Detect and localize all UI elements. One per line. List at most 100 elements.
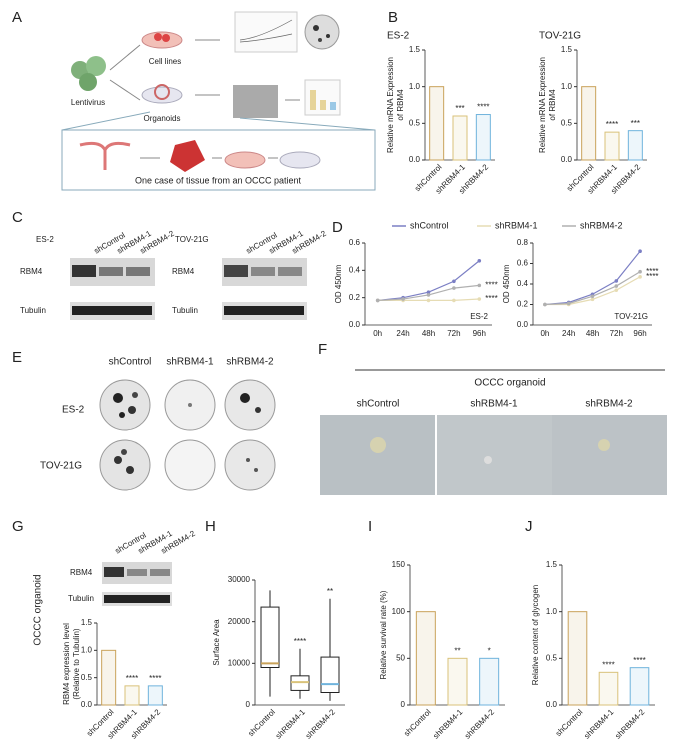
point: [638, 249, 642, 253]
y-tick-label: 0: [401, 700, 406, 709]
label: RBM4: [20, 267, 43, 276]
y-tick-label: 1.5: [409, 45, 421, 54]
panel-label: E: [12, 349, 22, 366]
chart-title: TOV-21G: [539, 31, 581, 42]
significance: ****: [606, 120, 618, 129]
bar: [415, 611, 436, 706]
label: OCCC organoid: [33, 574, 44, 645]
panel-label: A: [12, 9, 22, 26]
point: [638, 269, 642, 274]
y-tick-label: 0.5: [409, 118, 421, 127]
significance: ****: [633, 656, 645, 665]
significance: ****: [126, 674, 138, 683]
bar: [452, 115, 468, 161]
y-axis-label: Relative survival rate (%): [379, 590, 388, 679]
y-tick-label: 1.5: [561, 45, 573, 54]
bar: [604, 131, 620, 161]
x-tick-label: 72h: [447, 329, 460, 338]
organoid-images: [320, 369, 667, 495]
point: [477, 258, 482, 263]
y-tick-label: 0.5: [561, 118, 573, 127]
x-tick-label: shRBM4-1: [582, 707, 615, 740]
label: Tubulin: [20, 306, 46, 315]
y-tick-label: 0.0: [517, 320, 529, 329]
point: [566, 301, 571, 306]
bar: [101, 649, 117, 706]
x-tick-label: shRBM4-2: [463, 707, 496, 740]
point: [426, 298, 431, 303]
point: [614, 284, 619, 288]
x-tick-label: shControl: [554, 707, 585, 738]
panel-label: D: [332, 219, 343, 236]
point: [543, 302, 547, 307]
significance: ****: [149, 674, 161, 683]
bar: [475, 114, 491, 161]
significance: **: [327, 587, 333, 596]
x-tick-label: shRBM4-2: [613, 707, 646, 740]
label: Tubulin: [68, 594, 94, 603]
panel-sublabel: ES-2: [470, 312, 488, 321]
western-blots-c: [70, 258, 307, 320]
panel-sublabel: TOV-21G: [614, 312, 648, 321]
point: [477, 283, 482, 288]
point: [452, 298, 456, 303]
panel-label: B: [388, 9, 398, 26]
y-tick-label: 0.0: [546, 700, 558, 709]
y-tick-label: 150: [392, 560, 406, 569]
legend-label: shRBM4-2: [580, 220, 623, 230]
y-tick-label: 0.0: [81, 700, 93, 709]
x-tick-label: 0h: [540, 329, 549, 338]
label: One case of tissue from an OCCC patient: [135, 175, 302, 185]
label: shRBM4-2: [585, 399, 633, 410]
x-tick-label: 0h: [373, 329, 382, 338]
panel-label: I: [368, 518, 372, 535]
y-tick-label: 20000: [228, 617, 251, 626]
x-tick-label: shControl: [402, 707, 433, 738]
y-axis-label: of RBM4: [396, 89, 405, 121]
panel-label: C: [12, 209, 23, 226]
y-axis-label: OD 450nm: [334, 264, 343, 303]
chart-title: ES-2: [387, 31, 410, 42]
label: shRBM4-1: [166, 357, 214, 368]
point: [590, 297, 595, 302]
box: [290, 675, 310, 691]
y-tick-label: 0.0: [561, 155, 573, 164]
bar: [429, 86, 445, 161]
significance: ****: [646, 267, 658, 276]
label: TOV-21G: [40, 461, 82, 472]
label: Lentivirus: [71, 98, 105, 107]
y-axis-label: Relative mRNA Expression: [386, 57, 395, 153]
y-tick-label: 0.6: [517, 259, 529, 268]
legend-label: shControl: [410, 220, 449, 230]
x-tick-label: 72h: [610, 329, 623, 338]
x-tick-label: 24h: [562, 329, 575, 338]
y-tick-label: 0: [246, 700, 251, 709]
bar: [627, 130, 643, 161]
x-tick-label: shControl: [246, 707, 277, 738]
point: [477, 297, 482, 301]
x-tick-label: 48h: [422, 329, 435, 338]
y-tick-label: 100: [392, 607, 406, 616]
label: RBM4: [172, 267, 195, 276]
x-tick-label: 96h: [633, 329, 646, 338]
legend-label: shRBM4-1: [495, 220, 538, 230]
bar: [598, 671, 619, 706]
y-tick-label: 50: [396, 653, 405, 662]
label: ES-2: [36, 235, 54, 244]
y-tick-label: 0.0: [409, 155, 421, 164]
panel-label: G: [12, 518, 24, 535]
label: ES-2: [62, 405, 85, 416]
label: shRBM4-2: [226, 357, 274, 368]
y-tick-label: 0.8: [517, 238, 529, 247]
bar: [629, 667, 650, 706]
significance: *: [488, 646, 491, 655]
y-tick-label: 0.5: [546, 653, 558, 662]
significance: ***: [455, 104, 464, 113]
y-tick-label: 0.4: [517, 279, 529, 288]
point: [452, 279, 456, 284]
bar: [479, 657, 500, 706]
point: [452, 286, 456, 290]
point: [614, 279, 619, 283]
significance: ***: [631, 119, 640, 128]
